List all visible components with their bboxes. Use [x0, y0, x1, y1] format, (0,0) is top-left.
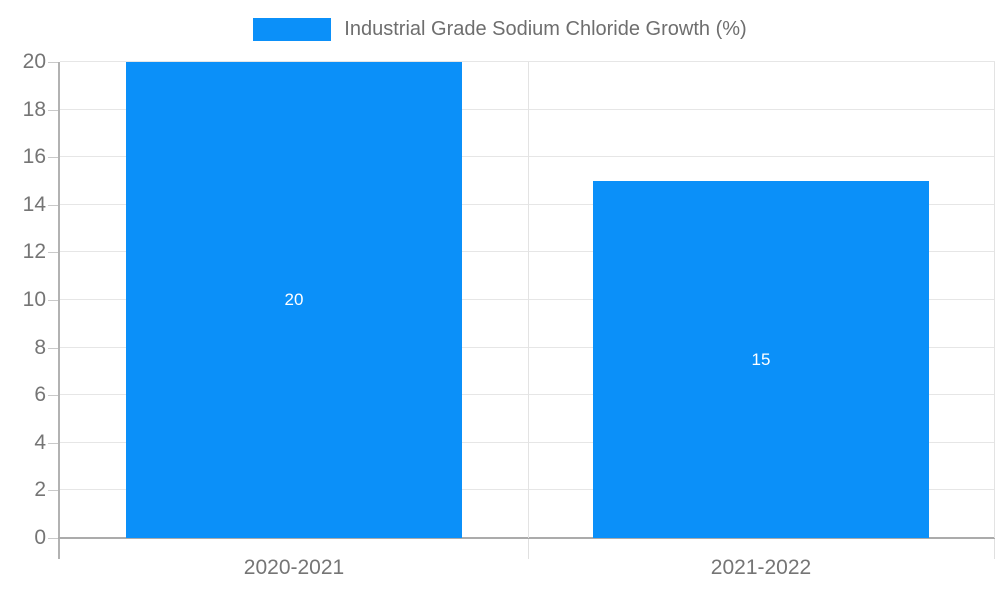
gridline — [60, 489, 995, 490]
legend[interactable]: Industrial Grade Sodium Chloride Growth … — [0, 18, 1000, 41]
y-tick-label: 10 — [22, 288, 46, 311]
y-tick-label: 8 — [34, 336, 46, 359]
y-tick-label: 4 — [34, 431, 46, 454]
bar[interactable] — [126, 62, 462, 538]
gridline — [60, 347, 995, 348]
x-tick-mark — [528, 539, 529, 559]
bar-value-label: 20 — [284, 290, 304, 309]
y-tick-mark — [48, 205, 58, 206]
gridline — [60, 61, 995, 62]
plot-area: 0 2 4 6 8 10 12 14 16 18 20 20 2020-2021 15 2021-2022 — [23, 50, 995, 579]
y-tick-mark — [48, 395, 58, 396]
bar[interactable] — [593, 181, 929, 538]
y-tick-label: 6 — [34, 383, 46, 406]
gridline — [60, 109, 995, 110]
y-tick-label: 18 — [22, 98, 46, 121]
x-tick-mark — [994, 539, 995, 559]
y-tick-mark — [48, 110, 58, 111]
category-separator — [994, 62, 995, 538]
bar-value-label: 15 — [751, 349, 771, 369]
y-tick-mark — [48, 443, 58, 444]
y-tick-label: 20 — [22, 50, 46, 73]
x-category-label: 2021-2022 — [710, 556, 812, 579]
gridline — [60, 204, 995, 205]
x-axis-line — [58, 537, 995, 539]
legend-swatch-icon — [253, 18, 332, 41]
y-tick-mark — [48, 62, 58, 63]
y-tick-label: 0 — [34, 526, 46, 549]
y-tick-mark — [48, 348, 58, 349]
y-tick-mark — [48, 157, 58, 158]
y-tick-label: 16 — [22, 145, 46, 168]
y-axis-line — [58, 62, 60, 559]
legend-label: Industrial Grade Sodium Chloride Growth … — [344, 18, 747, 40]
y-tick-mark — [48, 252, 58, 253]
gridline — [60, 251, 995, 252]
y-tick-label: 14 — [22, 193, 46, 216]
y-tick-mark — [48, 490, 58, 491]
x-category-label: 2020-2021 — [243, 556, 345, 579]
gridline — [60, 156, 995, 157]
gridline — [60, 442, 995, 443]
gridline — [60, 394, 995, 395]
y-tick-mark — [48, 300, 58, 301]
gridline — [60, 299, 995, 300]
y-tick-label: 12 — [22, 240, 46, 263]
category-separator — [528, 62, 529, 538]
y-tick-mark — [48, 538, 58, 539]
y-tick-label: 2 — [34, 478, 46, 501]
